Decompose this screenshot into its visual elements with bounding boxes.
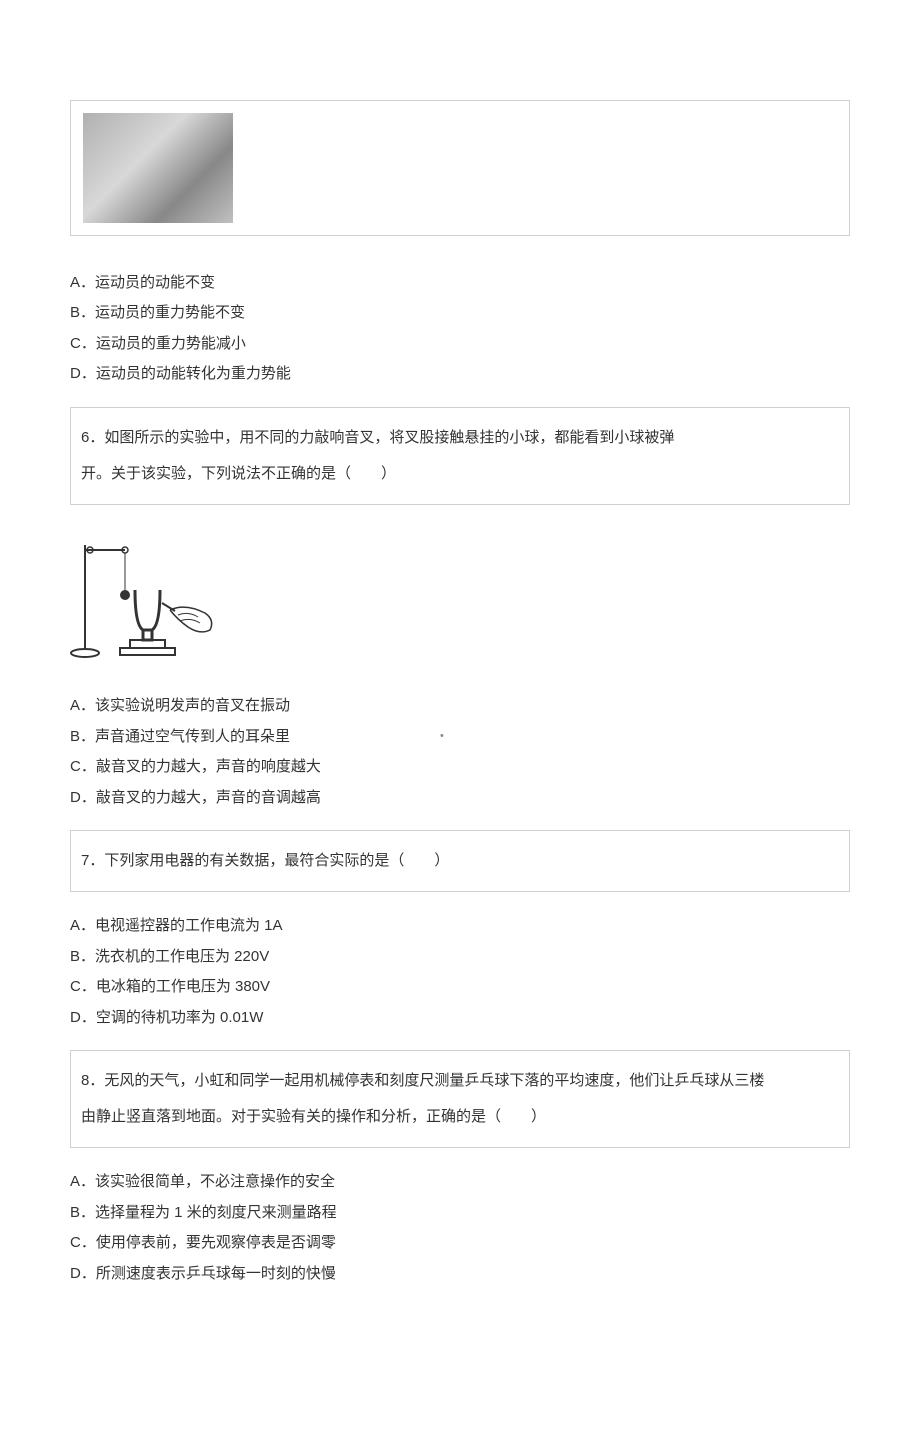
q8-option-b: B．选择量程为 1 米的刻度尺来测量路程 [70,1199,850,1228]
q7-option-d: D．空调的待机功率为 0.01W [70,1004,850,1033]
q8-option-d: D．所测速度表示乒乓球每一时刻的快慢 [70,1260,850,1289]
q5-option-c: C．运动员的重力势能减小 [70,330,850,359]
q5-option-a: A．运动员的动能不变 [70,269,850,298]
q7-question: 7．下列家用电器的有关数据，最符合实际的是（ ） [70,830,850,892]
q7-text: 7．下列家用电器的有关数据，最符合实际的是（ ） [81,843,839,879]
q6-options: A．该实验说明发声的音叉在振动 B．声音通过空气传到人的耳朵里 C．敲音叉的力越… [70,692,850,812]
q6-option-d: D．敲音叉的力越大，声音的音调越高 [70,784,850,813]
q7-option-c: C．电冰箱的工作电压为 380V [70,973,850,1002]
q6-option-a: A．该实验说明发声的音叉在振动 [70,692,850,721]
q6-figure [70,535,230,665]
q5-option-b: B．运动员的重力势能不变 [70,299,850,328]
q6-option-c: C．敲音叉的力越大，声音的响度越大 [70,753,850,782]
q7-options: A．电视遥控器的工作电流为 1A B．洗衣机的工作电压为 220V C．电冰箱的… [70,912,850,1032]
q8-text-line2: 由静止竖直落到地面。对于实验有关的操作和分析，正确的是（ ） [81,1099,839,1135]
q6-question: 6．如图所示的实验中，用不同的力敲响音叉，将叉股接触悬挂的小球，都能看到小球被弹… [70,407,850,505]
q5-option-d: D．运动员的动能转化为重力势能 [70,360,850,389]
q8-options: A．该实验很简单，不必注意操作的安全 B．选择量程为 1 米的刻度尺来测量路程 … [70,1168,850,1288]
q6-text-line2: 开。关于该实验，下列说法不正确的是（ ） [81,456,839,492]
q8-option-c: C．使用停表前，要先观察停表是否调零 [70,1229,850,1258]
q7-option-b: B．洗衣机的工作电压为 220V [70,943,850,972]
page-center-marker: • [440,726,444,747]
q5-photo [83,113,233,223]
q8-question: 8．无风的天气，小虹和同学一起用机械停表和刻度尺测量乒乓球下落的平均速度，他们让… [70,1050,850,1148]
q7-option-a: A．电视遥控器的工作电流为 1A [70,912,850,941]
q6-option-b: B．声音通过空气传到人的耳朵里 [70,723,850,752]
q8-option-a: A．该实验很简单，不必注意操作的安全 [70,1168,850,1197]
q8-text-line1: 8．无风的天气，小虹和同学一起用机械停表和刻度尺测量乒乓球下落的平均速度，他们让… [81,1063,839,1099]
q6-text-line1: 6．如图所示的实验中，用不同的力敲响音叉，将叉股接触悬挂的小球，都能看到小球被弹 [81,420,839,456]
q5-options: A．运动员的动能不变 B．运动员的重力势能不变 C．运动员的重力势能减小 D．运… [70,269,850,389]
q5-figure-box [70,100,850,236]
